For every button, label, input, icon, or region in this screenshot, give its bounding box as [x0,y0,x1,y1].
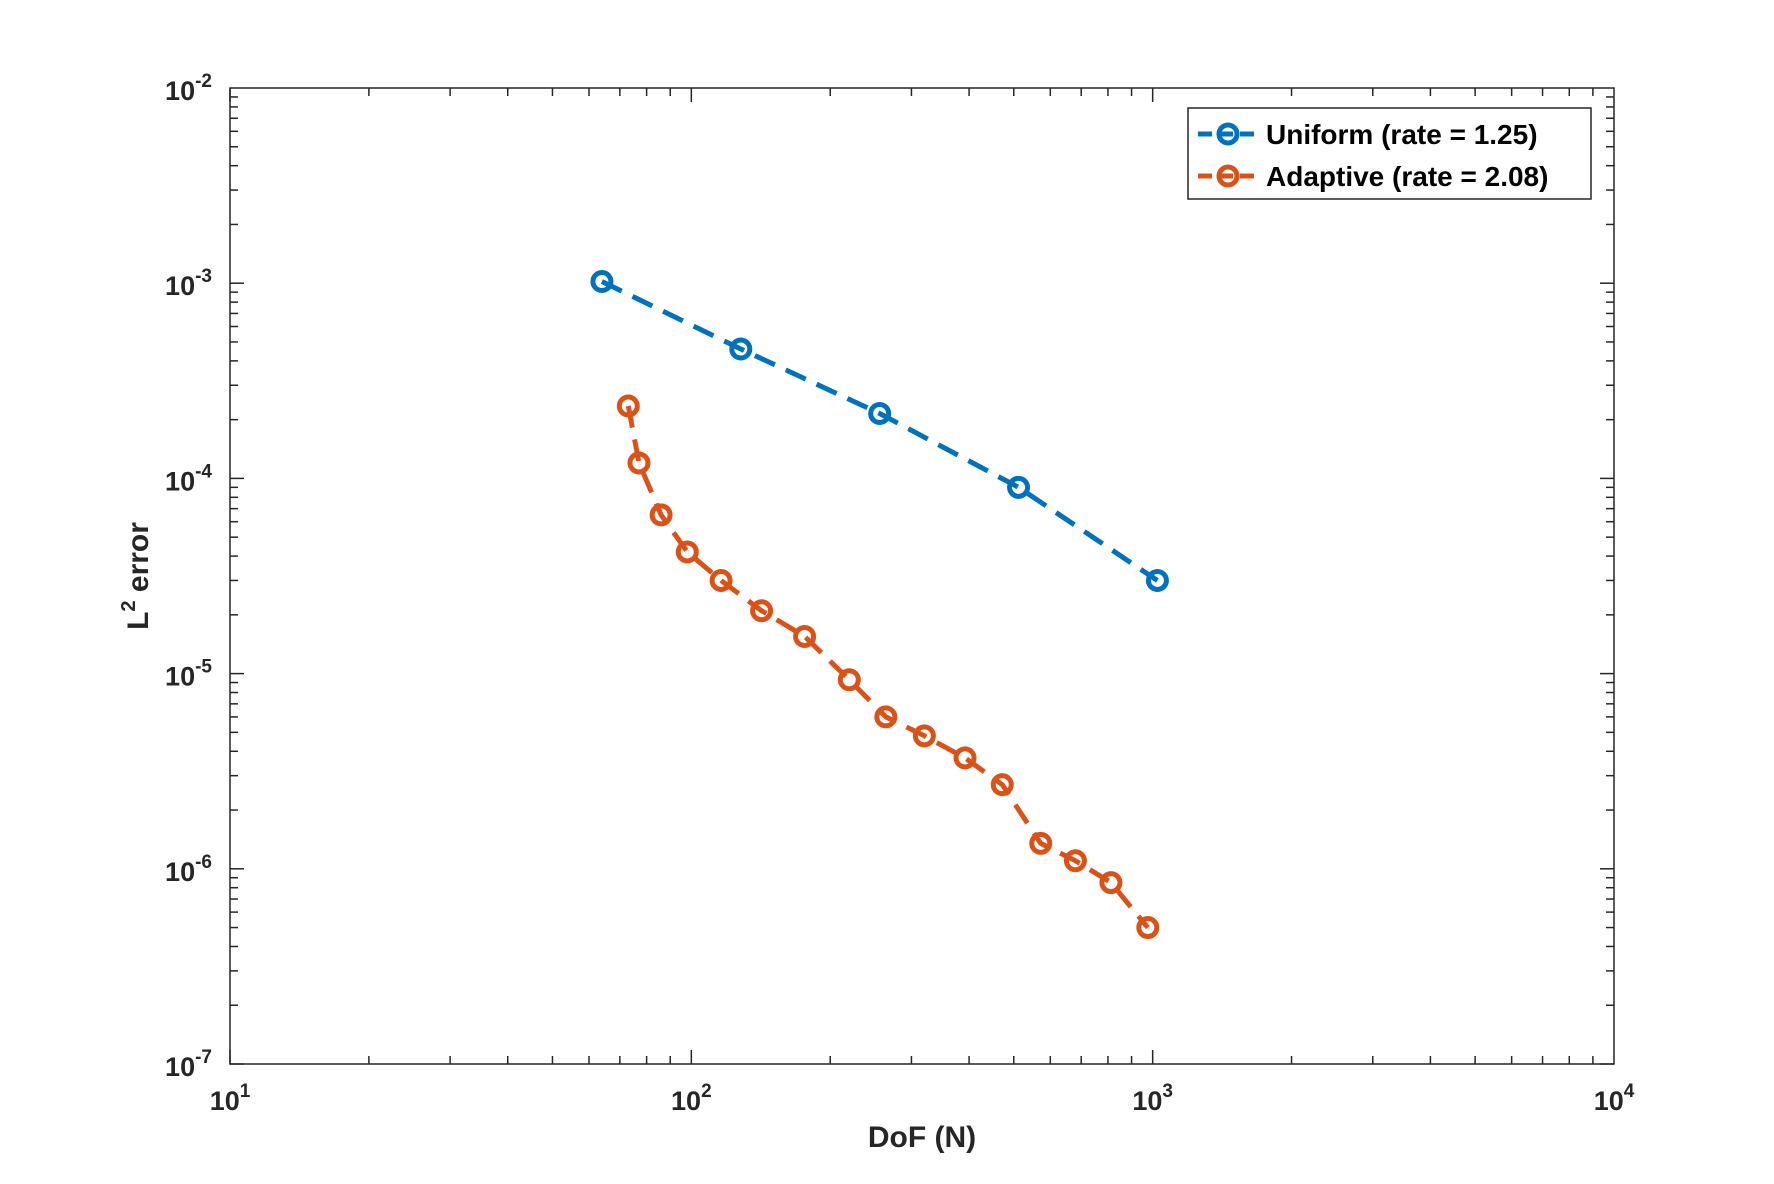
data-point [793,624,817,648]
x-tick-label: 104 [1594,1081,1635,1116]
x-tick-label-base: 10 [671,1086,701,1116]
data-point [1007,475,1031,499]
x-tick-label-base: 10 [1132,1086,1162,1116]
data-point [750,599,774,623]
y-tick-label: 10-6 [165,852,212,887]
legend-box [1187,107,1592,200]
data-point [616,394,640,418]
data-point [953,746,977,770]
data-point [709,568,733,592]
data-point [837,668,861,692]
legend: Uniform (rate = 1.25) Adaptive (rate = 2… [1187,107,1592,200]
data-point [675,540,699,564]
data-point [1029,831,1053,855]
legend-marker-adaptive [1216,164,1240,188]
y-tick-label-exp: -4 [195,461,212,482]
legend-entry-uniform: Uniform (rate = 1.25) [1198,119,1538,150]
x-tick-label: 103 [1132,1081,1173,1116]
y-tick-label-base: 10 [165,857,195,887]
y-axis-title-main: L [122,612,155,630]
series-1 [616,394,1160,940]
data-point [1136,916,1160,940]
data-point [729,337,753,361]
legend-label-uniform: Uniform (rate = 1.25) [1266,119,1538,150]
data-point [590,270,614,294]
y-tick-label: 10-7 [165,1047,212,1082]
series-layer [590,270,1169,940]
data-point [868,402,892,426]
series-0 [590,270,1169,592]
y-tick-label: 10-4 [165,461,212,496]
y-tick-label-base: 10 [165,271,195,301]
series-line [625,405,1150,930]
y-tick-label: 10-2 [165,71,212,106]
y-tick-label-base: 10 [165,466,195,496]
x-tick-label-base: 10 [1594,1086,1624,1116]
x-tick-label-base: 10 [210,1086,240,1116]
x-tick-label-exp: 1 [240,1081,251,1102]
y-axis-title-rest: error [122,522,155,601]
y-tick-label: 10-5 [165,657,212,692]
data-point [912,724,936,748]
data-point [990,773,1014,797]
y-axis-title-sup: 2 [118,600,140,611]
y-tick-label-base: 10 [165,662,195,692]
series-line [600,279,1159,583]
y-tick-label-base: 10 [165,76,195,106]
y-tick-label-exp: -3 [195,266,212,287]
data-point [1063,849,1087,873]
plot-background [230,88,1614,1064]
data-point [874,705,898,729]
axis-ticks [229,88,1614,1065]
y-tick-label-exp: -6 [195,852,212,873]
y-tick-label-exp: -5 [195,657,212,678]
x-tick-label: 102 [671,1081,712,1116]
y-tick-label-exp: -2 [195,71,212,92]
x-tick-label-exp: 2 [701,1081,712,1102]
data-point [1145,568,1169,592]
y-tick-label-base: 10 [165,1052,195,1082]
x-tick-label-exp: 4 [1624,1081,1635,1102]
x-axis-title: DoF (N) [868,1121,976,1154]
plot-area-border [229,87,1615,1065]
y-tick-label: 10-3 [165,266,212,301]
data-point [649,503,673,527]
legend-marker-uniform [1216,122,1240,146]
x-tick-label-exp: 3 [1162,1081,1173,1102]
y-tick-label-exp: -7 [195,1047,212,1068]
legend-label-adaptive: Adaptive (rate = 2.08) [1266,161,1548,192]
data-point [1099,871,1123,895]
x-tick-label: 101 [210,1081,251,1116]
data-point [627,451,651,475]
y-axis-title: L2 error [118,522,155,630]
legend-entry-adaptive: Adaptive (rate = 2.08) [1198,161,1548,192]
